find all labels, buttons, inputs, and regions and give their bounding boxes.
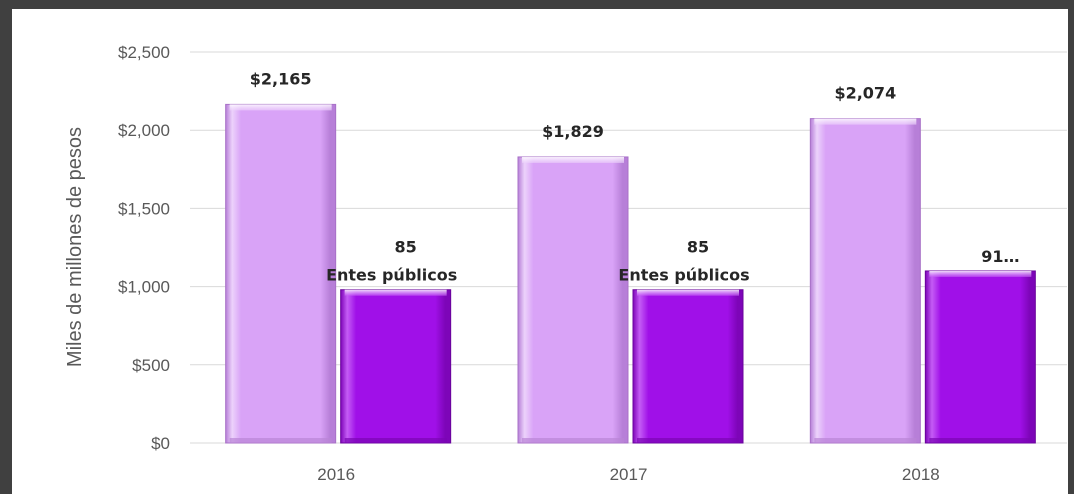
bar-chart: $0 $500 $1,000 $1,500 $2,000 $2,500 $2,165 85 E… [64, 43, 1067, 484]
data-label: Entes públicos [618, 266, 749, 285]
bar-bevel-highlight [522, 156, 624, 163]
data-label: 91… [981, 247, 1019, 266]
bar-bevel-highlight [929, 270, 1032, 277]
bar-series-2-2017 [632, 289, 744, 444]
bar-series-1-2017 [517, 156, 629, 444]
data-label: $2,074 [834, 84, 896, 103]
y-axis-ticks: $0 $500 $1,000 $1,500 $2,000 $2,500 [118, 43, 170, 453]
y-tick-label: $500 [132, 356, 170, 375]
y-tick-label: $2,000 [118, 121, 170, 140]
data-labels: $2,165 85 Entes públicos $1,829 85 Entes públ… [250, 69, 1020, 284]
bar-bevel-shadow [637, 438, 739, 443]
y-tick-label: $0 [151, 434, 170, 453]
bars [225, 103, 1036, 444]
data-label: $1,829 [542, 122, 604, 141]
bar-bevel-shadow [522, 438, 624, 443]
bar-bevel-highlight [344, 289, 447, 296]
bar-bevel-highlight [814, 118, 917, 125]
y-tick-label: $2,500 [118, 43, 170, 62]
bar-series-1-2016 [225, 103, 337, 444]
data-label: Entes públicos [326, 266, 457, 285]
bar-bevel-highlight [637, 289, 739, 296]
bar-series-2-2018 [924, 270, 1036, 444]
bar-bevel-shadow [344, 438, 447, 443]
y-axis-title: Miles de millones de pesos [64, 127, 86, 367]
bar-series-2-2016 [340, 289, 452, 444]
bar-series-1-2018 [809, 118, 921, 444]
x-tick-label: 2018 [902, 465, 940, 484]
bar-bevel-highlight [229, 104, 332, 111]
x-tick-label: 2017 [610, 465, 648, 484]
data-label: 85 [687, 238, 709, 257]
y-tick-label: $1,000 [118, 278, 170, 297]
data-label: 85 [395, 238, 417, 257]
bar-bevel-shadow [814, 438, 917, 443]
bar-bevel-shadow [929, 438, 1032, 443]
y-tick-label: $1,500 [118, 199, 170, 218]
data-label: $2,165 [250, 69, 312, 88]
bar-bevel-shadow [229, 438, 332, 443]
x-tick-label: 2016 [317, 465, 355, 484]
x-axis-ticks: 2016 2017 2018 [317, 465, 939, 484]
